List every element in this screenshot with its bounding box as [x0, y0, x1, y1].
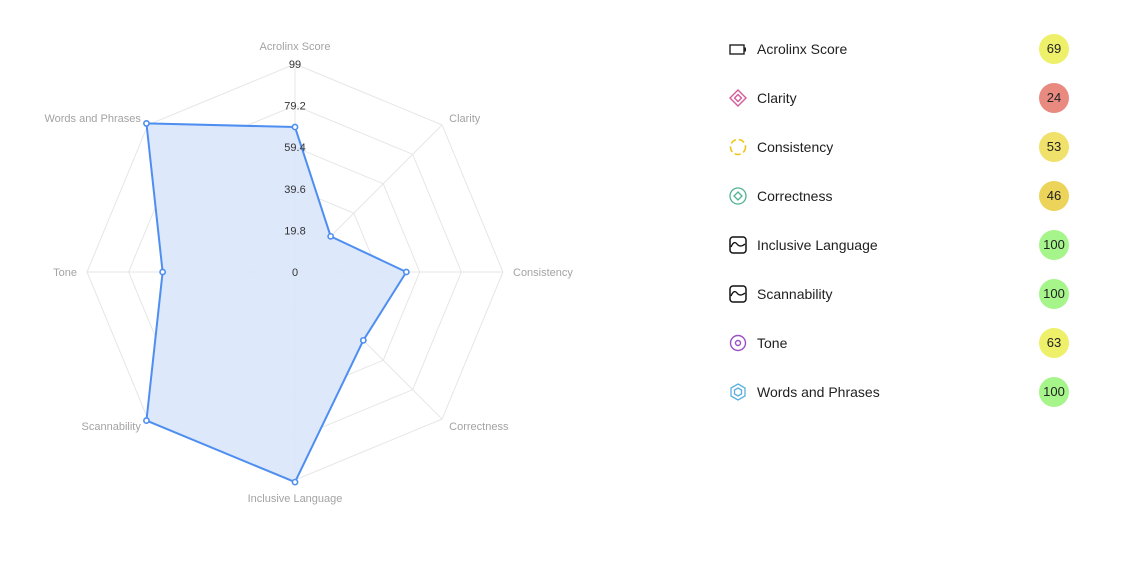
data-point-consistency: [402, 268, 410, 276]
target-circle-icon: [728, 333, 748, 353]
axis-label-acrolinx-score: Acrolinx Score: [260, 41, 331, 53]
score-badge: 100: [1039, 229, 1069, 260]
score-badge: 69: [1039, 33, 1069, 64]
wave-square-icon: [728, 235, 748, 255]
axis-label-scannability: Scannability: [82, 421, 142, 433]
axis-label-words-and-phrases: Words and Phrases: [44, 113, 141, 125]
tick-label: 19.8: [284, 225, 305, 237]
score-badge: 100: [1039, 376, 1069, 407]
radar-chart: 0 19.8 39.6 59.4 79.2 99 Acrolinx Score Clarit…: [44, 41, 573, 505]
data-point-scannability: [143, 417, 150, 424]
radar-tick-labels: 0 19.8 39.6 59.4 79.2 99: [284, 59, 305, 279]
legend-label: Acrolinx Score: [757, 40, 848, 57]
legend-item-tone[interactable]: Tone 63: [728, 318, 1073, 367]
radar-series: [143, 120, 410, 486]
legend-label: Words and Phrases: [757, 383, 880, 400]
score-badge: 53: [1039, 131, 1069, 162]
data-point-tone: [159, 268, 167, 276]
axis-label-inclusive-language: Inclusive Language: [248, 493, 343, 505]
tick-label: 99: [289, 59, 301, 71]
score-badge: 24: [1039, 82, 1069, 113]
legend-item-inclusive-language[interactable]: Inclusive Language 100: [728, 220, 1073, 269]
hexagon-icon: [728, 382, 748, 402]
data-point-inclusive-language: [291, 478, 299, 486]
score-badge: 63: [1039, 327, 1069, 358]
legend-item-scannability[interactable]: Scannability 100: [728, 269, 1073, 318]
legend-label: Tone: [757, 334, 788, 351]
data-point-correctness: [359, 336, 367, 344]
legend-item-correctness[interactable]: Correctness 46: [728, 171, 1073, 220]
legend-label: Correctness: [757, 187, 833, 204]
data-point-clarity: [327, 232, 335, 240]
tick-label: 0: [292, 267, 298, 279]
wave-square-icon: [728, 284, 748, 304]
diamond-icon: [728, 88, 748, 108]
axis-label-tone: Tone: [53, 267, 77, 279]
axis-label-clarity: Clarity: [449, 113, 481, 125]
axis-label-consistency: Consistency: [513, 267, 573, 279]
score-badge: 46: [1039, 180, 1069, 211]
legend-item-consistency[interactable]: Consistency 53: [728, 122, 1073, 171]
data-point-words-and-phrases: [143, 120, 150, 127]
legend-item-acrolinx-score[interactable]: Acrolinx Score 69: [728, 24, 1073, 73]
score-badge: 100: [1039, 278, 1069, 309]
legend-label: Clarity: [757, 89, 797, 106]
legend-label: Scannability: [757, 285, 833, 302]
tick-label: 39.6: [284, 184, 305, 196]
legend: Acrolinx Score 69 Clarity 24 Consistency…: [728, 24, 1073, 416]
axis-label-correctness: Correctness: [449, 421, 509, 433]
radar-axis-labels: Acrolinx Score Clarity Consistency Correctn…: [44, 41, 573, 505]
battery-icon: [728, 39, 748, 59]
dashed-circle-icon: [728, 137, 748, 157]
legend-item-words-and-phrases[interactable]: Words and Phrases 100: [728, 367, 1073, 416]
data-point-acrolinx-score: [291, 123, 299, 131]
legend-label: Inclusive Language: [757, 236, 878, 253]
legend-label: Consistency: [757, 138, 834, 155]
tick-label: 59.4: [284, 142, 305, 154]
legend-item-clarity[interactable]: Clarity 24: [728, 73, 1073, 122]
tick-label: 79.2: [284, 101, 305, 113]
diamond-circle-icon: [728, 186, 748, 206]
